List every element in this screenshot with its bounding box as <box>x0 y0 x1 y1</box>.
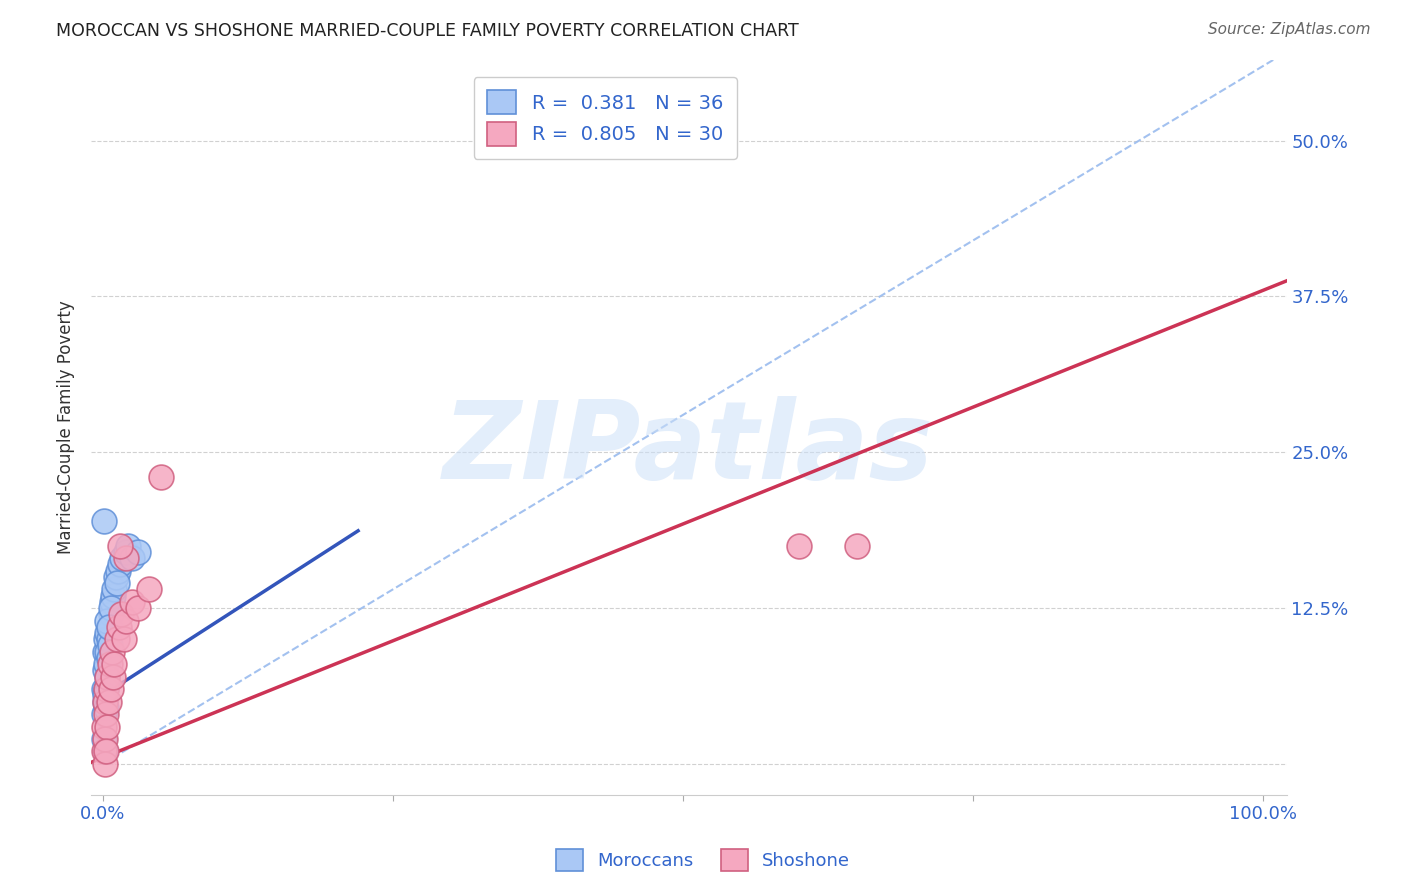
Point <box>96 701 118 715</box>
Point <box>107 564 129 578</box>
Point <box>104 570 127 584</box>
Point <box>96 670 118 684</box>
Point <box>103 657 125 672</box>
Point <box>110 607 132 622</box>
Point <box>93 514 115 528</box>
Point <box>115 551 138 566</box>
Point <box>97 632 120 647</box>
Point <box>96 645 118 659</box>
Point <box>98 620 121 634</box>
Point <box>108 620 131 634</box>
Point <box>97 620 120 634</box>
Point <box>112 632 135 647</box>
Point <box>149 470 172 484</box>
Point <box>103 670 125 684</box>
Point <box>105 632 128 647</box>
Point <box>94 695 117 709</box>
Point <box>93 719 115 733</box>
Point <box>127 601 149 615</box>
Point <box>93 682 115 697</box>
Point <box>138 582 160 597</box>
Point <box>96 682 118 697</box>
Point <box>94 744 117 758</box>
Point <box>94 756 117 771</box>
Point <box>94 664 117 678</box>
Point <box>96 682 118 697</box>
Point <box>846 539 869 553</box>
Point <box>105 576 128 591</box>
Point <box>127 545 149 559</box>
Text: MOROCCAN VS SHOSHONE MARRIED-COUPLE FAMILY POVERTY CORRELATION CHART: MOROCCAN VS SHOSHONE MARRIED-COUPLE FAMI… <box>56 22 799 40</box>
Point <box>115 545 138 559</box>
Point <box>101 645 124 659</box>
Point <box>115 614 138 628</box>
Legend: Moroccans, Shoshone: Moroccans, Shoshone <box>548 842 858 879</box>
Legend: R =  0.381   N = 36, R =  0.805   N = 30: R = 0.381 N = 36, R = 0.805 N = 30 <box>474 77 737 159</box>
Point <box>96 706 118 721</box>
Point <box>97 695 120 709</box>
Point <box>93 706 115 721</box>
Point <box>94 695 117 709</box>
Point <box>98 657 121 672</box>
Point <box>111 551 134 566</box>
Point <box>787 539 810 553</box>
Point <box>94 689 117 703</box>
Point <box>100 607 122 622</box>
Point <box>96 744 118 758</box>
Point <box>97 651 120 665</box>
Point <box>108 558 131 572</box>
Point <box>96 719 118 733</box>
Text: ZIPatlas: ZIPatlas <box>443 396 935 502</box>
Point <box>121 551 143 566</box>
Point <box>93 731 115 746</box>
Point <box>100 601 122 615</box>
Point <box>94 731 117 746</box>
Point <box>93 744 115 758</box>
Point <box>121 595 143 609</box>
Point <box>96 626 118 640</box>
Point <box>117 539 139 553</box>
Point <box>672 109 695 123</box>
Point <box>96 632 118 647</box>
Point <box>103 582 125 597</box>
Point <box>94 645 117 659</box>
Point <box>108 539 131 553</box>
Point <box>98 639 121 653</box>
Point <box>103 589 125 603</box>
Point <box>96 614 118 628</box>
Point <box>101 595 124 609</box>
Point <box>100 682 122 697</box>
Text: Source: ZipAtlas.com: Source: ZipAtlas.com <box>1208 22 1371 37</box>
Point <box>96 657 118 672</box>
Point <box>96 670 118 684</box>
Y-axis label: Married-Couple Family Poverty: Married-Couple Family Poverty <box>58 301 75 554</box>
